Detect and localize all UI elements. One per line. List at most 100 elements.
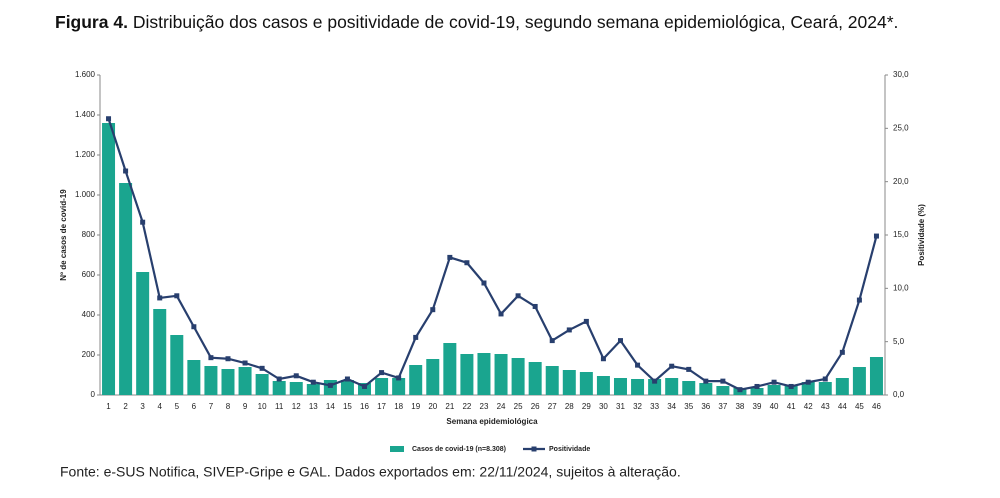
marker bbox=[259, 365, 265, 371]
marker bbox=[447, 254, 453, 260]
bar bbox=[306, 384, 320, 395]
x-tick-label: 24 bbox=[497, 402, 506, 411]
x-tick-label: 28 bbox=[565, 402, 574, 411]
marker bbox=[805, 379, 811, 385]
x-tick-label: 20 bbox=[428, 402, 437, 411]
x-tick-label: 42 bbox=[804, 402, 813, 411]
x-tick-label: 9 bbox=[243, 402, 248, 411]
marker bbox=[549, 338, 555, 344]
x-tick-label: 16 bbox=[360, 402, 369, 411]
bar bbox=[750, 388, 764, 395]
bar bbox=[272, 381, 286, 395]
marker bbox=[208, 355, 214, 361]
bar bbox=[818, 382, 832, 395]
marker bbox=[617, 338, 623, 344]
marker bbox=[566, 327, 572, 333]
bar bbox=[238, 367, 252, 395]
x-tick-label: 30 bbox=[599, 402, 608, 411]
x-tick-label: 8 bbox=[226, 402, 231, 411]
bar bbox=[716, 386, 730, 395]
y2-tick-label: 20,0 bbox=[893, 177, 909, 186]
bar bbox=[562, 370, 576, 395]
bar bbox=[784, 386, 798, 395]
bar bbox=[204, 366, 218, 395]
y2-tick-label: 25,0 bbox=[893, 123, 909, 132]
x-tick-label: 46 bbox=[872, 402, 881, 411]
marker bbox=[362, 383, 368, 389]
marker bbox=[737, 387, 743, 393]
marker bbox=[703, 378, 709, 384]
source-note: Fonte: e-SUS Notifica, SIVEP-Gripe e GAL… bbox=[60, 464, 681, 480]
x-tick-label: 25 bbox=[514, 402, 523, 411]
x-tick-label: 7 bbox=[209, 402, 214, 411]
bar bbox=[682, 381, 696, 395]
x-tick-label: 2 bbox=[123, 402, 128, 411]
y2-tick-label: 0,0 bbox=[893, 390, 905, 399]
bar bbox=[545, 366, 559, 395]
bar bbox=[631, 379, 645, 395]
x-tick-label: 33 bbox=[650, 402, 659, 411]
marker bbox=[140, 219, 146, 225]
bar bbox=[835, 378, 849, 395]
bar bbox=[221, 369, 235, 395]
marker bbox=[464, 260, 470, 266]
x-tick-label: 31 bbox=[616, 402, 625, 411]
marker bbox=[600, 356, 606, 362]
x-tick-label: 3 bbox=[140, 402, 145, 411]
marker bbox=[344, 376, 350, 382]
y-tick-label: 1.200 bbox=[75, 150, 96, 159]
x-tick-label: 38 bbox=[735, 402, 744, 411]
bar bbox=[767, 385, 781, 395]
x-tick-label: 13 bbox=[309, 402, 318, 411]
marker bbox=[174, 293, 180, 299]
bar bbox=[511, 358, 525, 395]
x-tick-label: 40 bbox=[770, 402, 779, 411]
x-tick-label: 18 bbox=[394, 402, 403, 411]
marker bbox=[873, 233, 879, 239]
y-tick-label: 1.000 bbox=[75, 190, 96, 199]
x-tick-label: 37 bbox=[718, 402, 727, 411]
marker bbox=[242, 360, 248, 366]
y2-tick-label: 5,0 bbox=[893, 337, 905, 346]
marker bbox=[310, 379, 316, 385]
y2-tick-label: 10,0 bbox=[893, 283, 909, 292]
x-tick-label: 32 bbox=[633, 402, 642, 411]
x-tick-label: 5 bbox=[175, 402, 180, 411]
x-tick-label: 23 bbox=[480, 402, 489, 411]
marker bbox=[157, 295, 163, 301]
marker bbox=[532, 303, 538, 309]
y-axis-label: Nº de casos de covid-19 bbox=[59, 189, 68, 281]
bar bbox=[409, 365, 423, 395]
y-tick-label: 200 bbox=[82, 350, 96, 359]
y-tick-label: 400 bbox=[82, 310, 96, 319]
line bbox=[107, 118, 878, 391]
marker bbox=[635, 362, 641, 368]
title-block: Figura 4. Distribuição dos casos e posit… bbox=[55, 10, 923, 35]
x-tick-label: 44 bbox=[838, 402, 847, 411]
x-tick-label: 19 bbox=[411, 402, 420, 411]
bar bbox=[375, 378, 389, 395]
x-tick-label: 14 bbox=[326, 402, 335, 411]
marker bbox=[822, 376, 828, 382]
x-tick-label: 4 bbox=[158, 402, 163, 411]
x-tick-label: 29 bbox=[582, 402, 591, 411]
x-tick-label: 34 bbox=[667, 402, 676, 411]
bar bbox=[443, 343, 457, 395]
bar bbox=[852, 367, 866, 395]
bar bbox=[136, 272, 150, 395]
marker bbox=[430, 307, 436, 313]
x-tick-label: 41 bbox=[787, 402, 796, 411]
marker bbox=[293, 373, 299, 379]
marker bbox=[720, 378, 726, 384]
marker bbox=[123, 168, 129, 174]
marker bbox=[839, 349, 845, 355]
x-tick-label: 35 bbox=[684, 402, 693, 411]
x-tick-label: 17 bbox=[377, 402, 386, 411]
marker bbox=[856, 297, 862, 303]
x-tick-label: 45 bbox=[855, 402, 864, 411]
title-label: Figura 4. bbox=[55, 12, 128, 32]
y-tick-label: 0 bbox=[91, 390, 96, 399]
x-tick-label: 36 bbox=[701, 402, 710, 411]
x-axis-label: Semana epidemiológica bbox=[446, 417, 538, 426]
bar bbox=[426, 359, 440, 395]
